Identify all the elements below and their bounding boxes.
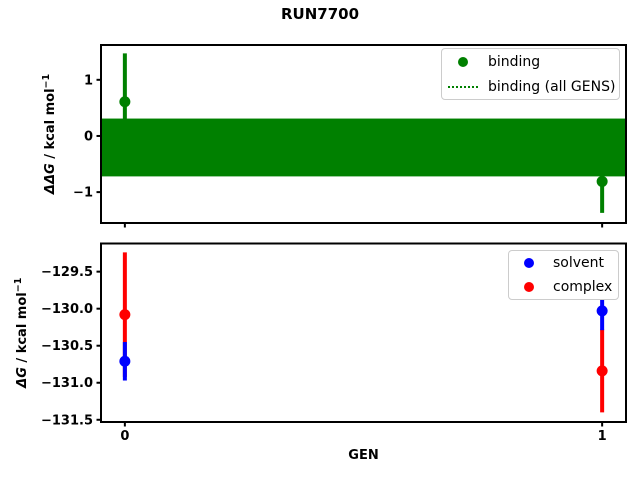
- legend-solvent-complex: solvent complex: [508, 250, 619, 300]
- data-point: [119, 96, 131, 108]
- data-point: [119, 309, 131, 321]
- data-point: [596, 365, 608, 377]
- legend-marker-cell: [509, 258, 549, 268]
- y-axis-label: ΔΔG / kcal mol−1: [41, 74, 58, 195]
- y-axis-label: ΔG / kcal mol−1: [13, 278, 30, 389]
- y-tick-label: −1: [73, 186, 93, 201]
- complex-dot-icon: [524, 282, 534, 292]
- legend-marker-cell: [442, 85, 484, 88]
- data-point: [596, 305, 608, 317]
- legend-label-binding-all-gens: binding (all GENS): [488, 78, 616, 95]
- dotted-line-icon: [448, 85, 478, 88]
- legend-label-solvent: solvent: [553, 255, 605, 271]
- legend-label-binding: binding: [488, 53, 541, 70]
- legend-binding: binding binding (all GENS): [441, 48, 620, 100]
- legend-item-complex: complex: [509, 275, 618, 299]
- axes-frame: [100, 44, 627, 224]
- y-tick-label: 1: [84, 73, 93, 88]
- solvent-dot-icon: [524, 258, 534, 268]
- legend-marker-cell: [509, 282, 549, 292]
- legend-item-solvent: solvent: [509, 251, 618, 275]
- data-point: [119, 355, 131, 367]
- legend-label-complex: complex: [553, 279, 613, 295]
- y-tick-label: −130.0: [41, 302, 93, 317]
- legend-item-binding-all-gens: binding (all GENS): [442, 74, 619, 99]
- figure-title: RUN7700: [280, 5, 360, 23]
- y-tick-label: −129.5: [41, 265, 93, 280]
- uncertainty-band: [101, 118, 626, 177]
- data-point: [596, 175, 608, 187]
- legend-marker-cell: [442, 56, 484, 67]
- x-tick-label: 1: [598, 429, 607, 444]
- y-tick-label: −131.0: [41, 376, 93, 391]
- y-tick-label: 0: [84, 129, 93, 144]
- y-tick-label: −131.5: [41, 413, 93, 428]
- legend-item-binding: binding: [442, 49, 619, 74]
- x-axis-label: GEN: [348, 448, 378, 463]
- y-tick-label: −130.5: [41, 339, 93, 354]
- binding-dot-icon: [458, 56, 468, 67]
- x-tick-label: 0: [120, 429, 129, 444]
- axes-frame: [100, 242, 627, 423]
